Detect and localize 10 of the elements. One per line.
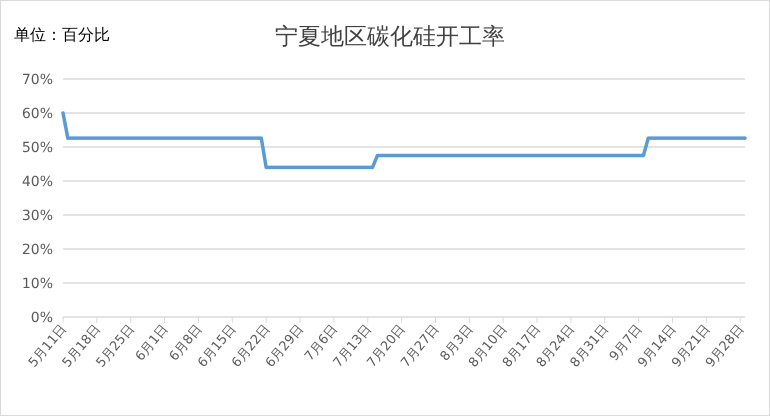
chart-title: 宁夏地区碳化硅开工率	[275, 24, 505, 50]
y-tick-label: 20%	[22, 242, 53, 258]
y-tick-label: 10%	[22, 276, 53, 292]
y-tick-label: 50%	[22, 140, 53, 156]
y-tick-label: 70%	[22, 72, 53, 88]
y-tick-label: 0%	[30, 310, 53, 326]
text: 单位：百分比	[14, 25, 110, 44]
y-tick-label: 40%	[22, 174, 53, 190]
y-tick-label: 60%	[22, 106, 53, 122]
y-tick-label: 30%	[22, 208, 53, 224]
